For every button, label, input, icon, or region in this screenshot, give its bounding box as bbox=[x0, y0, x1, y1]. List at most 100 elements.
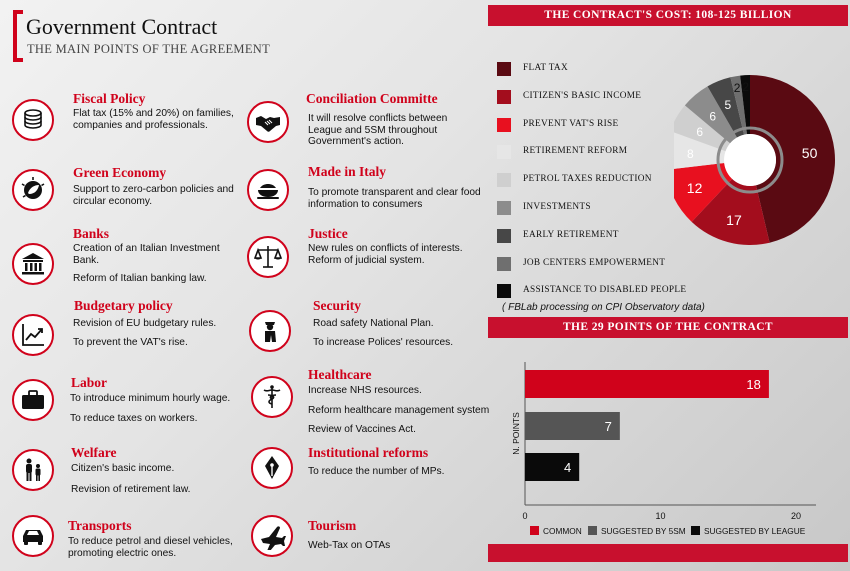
officer-icon bbox=[249, 310, 291, 352]
pie-slice bbox=[750, 75, 835, 243]
point-title: Justice bbox=[308, 226, 348, 241]
legend-label: EARLY RETIREMENT bbox=[523, 229, 619, 240]
point-title: Budgetary policy bbox=[74, 298, 173, 313]
source-note: ( FBLab processing on CPI Observatory da… bbox=[502, 302, 705, 313]
point-title: Transports bbox=[68, 518, 132, 533]
pie-value-label: 8 bbox=[687, 147, 694, 161]
point-desc: Web-Tax on OTAs bbox=[308, 540, 391, 551]
footer-bar bbox=[488, 544, 848, 562]
point-desc: To reduce the number of MPs. bbox=[308, 466, 445, 477]
pie-value-label: 2 bbox=[734, 81, 741, 95]
x-tick-label: 20 bbox=[791, 511, 801, 521]
legend-swatch bbox=[497, 201, 511, 215]
pen-nib-icon bbox=[251, 447, 293, 489]
point-title: Green Economy bbox=[73, 165, 167, 180]
point-desc: New rules on conflicts of interests. Ref… bbox=[308, 243, 463, 266]
food-icon bbox=[247, 169, 289, 211]
point-desc: Creation of an Italian Investment Bank. bbox=[73, 243, 220, 266]
point-desc: Road safety National Plan. bbox=[313, 318, 434, 329]
charts-panel: THE CONTRACT'S COST: 108-125 BILLION FLA… bbox=[488, 0, 850, 571]
pie-slice bbox=[674, 163, 733, 222]
point-title: Conciliation Committe bbox=[306, 91, 438, 106]
legend-swatch bbox=[497, 89, 511, 104]
pie-slice bbox=[684, 86, 737, 144]
point-desc: To increase Polices' resources. bbox=[313, 337, 454, 348]
pie-value-label: 12 bbox=[687, 180, 703, 196]
legend-label: JOB CENTERS EMPOWERMENT bbox=[523, 257, 666, 268]
point-desc: To prevent the VAT's rise. bbox=[73, 337, 188, 348]
point-desc: Support to zero-carbon policies and circ… bbox=[73, 184, 234, 207]
point-title: Labor bbox=[71, 375, 108, 390]
pie-value-label: 5 bbox=[725, 98, 732, 112]
legend-swatch bbox=[497, 228, 511, 243]
x-tick-label: 0 bbox=[522, 511, 527, 521]
legend-swatch bbox=[497, 256, 511, 271]
bank-icon bbox=[12, 243, 54, 285]
legend-swatch bbox=[497, 284, 511, 299]
point-title: Security bbox=[313, 298, 361, 313]
point-desc: Reform of Italian banking law. bbox=[73, 273, 207, 284]
main-points-panel: Government Contract THE MAIN POINTS OF T… bbox=[12, 10, 490, 559]
pie-value-label: 50 bbox=[802, 145, 818, 161]
legend-label: ASSISTANCE TO DISABLED PEOPLE bbox=[523, 285, 687, 296]
bar bbox=[525, 453, 580, 481]
legend-swatch bbox=[588, 526, 597, 535]
page-subtitle: THE MAIN POINTS OF THE AGREEMENT bbox=[27, 42, 271, 56]
point-desc: Revision of retirement law. bbox=[71, 484, 191, 495]
legend-label: SUGGESTED BY 5SM bbox=[601, 526, 686, 536]
point-desc: To promote transparent and clear food in… bbox=[308, 187, 481, 210]
pie-value-label: 17 bbox=[726, 212, 742, 228]
point-title: Banks bbox=[73, 226, 110, 241]
legend-swatch bbox=[497, 62, 511, 76]
legend-label: FLAT TAX bbox=[523, 63, 568, 73]
x-tick-label: 10 bbox=[655, 511, 665, 521]
legend-label: CITIZEN'S BASIC INCOME bbox=[523, 90, 642, 101]
legend-swatch bbox=[691, 526, 700, 535]
point-title: Healthcare bbox=[308, 367, 372, 382]
pie-value-label: 2 bbox=[742, 80, 749, 94]
legend-5sm: SUGGESTED BY 5SM bbox=[588, 526, 686, 536]
briefcase-icon bbox=[12, 379, 54, 421]
legend-swatch bbox=[497, 145, 511, 160]
cost-chart-header: THE CONTRACT'S COST: 108-125 BILLION bbox=[488, 5, 848, 26]
pie-slice bbox=[730, 75, 747, 135]
point-desc: To reduce petrol and diesel vehicles, pr… bbox=[68, 536, 233, 559]
legend-swatch bbox=[497, 173, 511, 188]
donut-hole bbox=[724, 134, 776, 186]
coins-icon bbox=[12, 99, 54, 141]
legend-label: PETROL TAXES REDUCTION bbox=[523, 174, 652, 185]
donut-ring bbox=[716, 126, 784, 194]
legend-label: PREVENT VAT'S RISE bbox=[523, 118, 619, 129]
point-title: Institutional reforms bbox=[308, 445, 429, 460]
legend-label: RETIREMENT REFORM bbox=[523, 146, 628, 157]
pie-slice bbox=[691, 178, 770, 245]
title-bracket bbox=[13, 10, 23, 62]
pie-value-label: 6 bbox=[696, 125, 703, 139]
family-icon bbox=[12, 449, 54, 491]
point-desc: Review of Vaccines Act. bbox=[308, 424, 416, 435]
points-chart-header: THE 29 POINTS OF THE CONTRACT bbox=[488, 317, 848, 338]
pie-slice bbox=[674, 105, 731, 152]
bar-value-label: 7 bbox=[605, 419, 612, 434]
point-desc: Citizen's basic income. bbox=[71, 463, 175, 474]
point-desc: Revision of EU budgetary rules. bbox=[73, 318, 217, 329]
legend-league: SUGGESTED BY LEAGUE bbox=[691, 526, 805, 536]
car-icon bbox=[12, 515, 54, 557]
caduceus-icon bbox=[251, 376, 293, 418]
point-desc: To reduce taxes on workers. bbox=[70, 413, 198, 424]
pie-slice bbox=[707, 77, 745, 138]
point-desc: Reform healthcare management system bbox=[308, 405, 490, 416]
chart-icon bbox=[12, 314, 54, 356]
legend-label: COMMON bbox=[543, 526, 582, 536]
airplane-icon bbox=[251, 515, 293, 557]
point-title: Welfare bbox=[71, 445, 117, 460]
points-bar-chart: 18 7 4 0 10 20 N. POINTS bbox=[511, 362, 816, 521]
pie-slice bbox=[740, 75, 750, 135]
bar bbox=[525, 370, 769, 398]
pie-value-label: 6 bbox=[709, 110, 716, 124]
page-title: Government Contract bbox=[26, 14, 218, 39]
y-axis-label: N. POINTS bbox=[511, 412, 521, 455]
bar-value-label: 18 bbox=[746, 377, 760, 392]
legend-swatch bbox=[530, 526, 539, 535]
